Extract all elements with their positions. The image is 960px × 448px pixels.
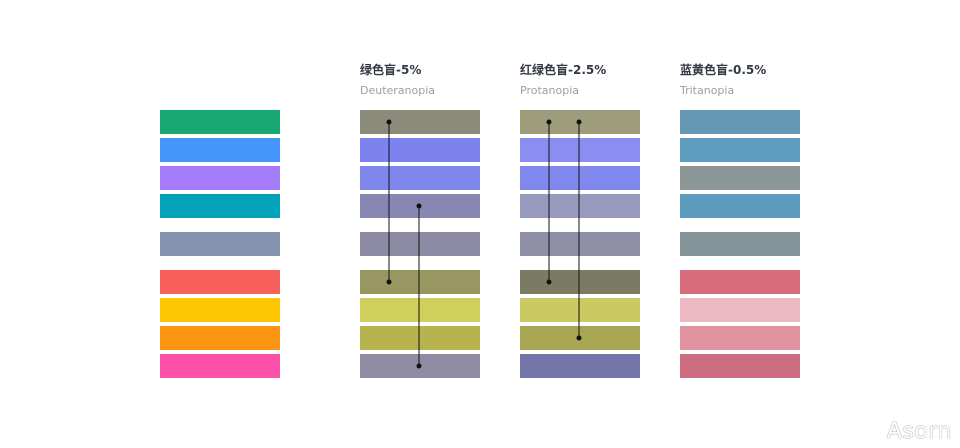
swatch-deuteranopia-7	[360, 298, 480, 322]
swatch-deuteranopia-2	[360, 138, 480, 162]
swatch-deuteranopia-5	[360, 232, 480, 256]
swatch-protanopia-3	[520, 166, 640, 190]
swatch-tritanopia-1	[680, 110, 800, 134]
swatch-deuteranopia-3	[360, 166, 480, 190]
title-tritanopia: 蓝黄色盲-0.5%	[680, 63, 767, 77]
swatch-protanopia-1	[520, 110, 640, 134]
swatch-original-5	[160, 232, 280, 256]
header-tritanopia: 蓝黄色盲-0.5% Tritanopia	[680, 62, 766, 98]
header-protanopia: 红绿色盲-2.5% Protanopia	[520, 62, 606, 98]
swatch-protanopia-5	[520, 232, 640, 256]
title-deuteranopia: 绿色盲-5%	[360, 63, 422, 77]
swatch-deuteranopia-4	[360, 194, 480, 218]
watermark: Asorn	[886, 419, 952, 444]
swatch-tritanopia-9	[680, 354, 800, 378]
swatch-protanopia-2	[520, 138, 640, 162]
swatch-original-7	[160, 298, 280, 322]
swatch-protanopia-4	[520, 194, 640, 218]
swatch-tritanopia-5	[680, 232, 800, 256]
swatch-tritanopia-2	[680, 138, 800, 162]
header-deuteranopia: 绿色盲-5% Deuteranopia	[360, 62, 435, 98]
swatch-protanopia-8	[520, 326, 640, 350]
swatch-tritanopia-3	[680, 166, 800, 190]
swatch-original-8	[160, 326, 280, 350]
subtitle-tritanopia: Tritanopia	[680, 84, 735, 97]
swatch-original-3	[160, 166, 280, 190]
swatch-deuteranopia-6	[360, 270, 480, 294]
swatch-tritanopia-6	[680, 270, 800, 294]
swatch-original-1	[160, 110, 280, 134]
subtitle-deuteranopia: Deuteranopia	[360, 84, 436, 97]
swatch-original-2	[160, 138, 280, 162]
subtitle-protanopia: Protanopia	[520, 84, 579, 97]
swatch-protanopia-7	[520, 298, 640, 322]
swatch-original-9	[160, 354, 280, 378]
swatch-original-4	[160, 194, 280, 218]
swatch-protanopia-6	[520, 270, 640, 294]
swatch-deuteranopia-8	[360, 326, 480, 350]
swatch-protanopia-9	[520, 354, 640, 378]
swatch-deuteranopia-9	[360, 354, 480, 378]
title-protanopia: 红绿色盲-2.5%	[520, 63, 607, 77]
swatch-deuteranopia-1	[360, 110, 480, 134]
swatch-tritanopia-4	[680, 194, 800, 218]
swatch-tritanopia-8	[680, 326, 800, 350]
swatch-tritanopia-7	[680, 298, 800, 322]
swatch-original-6	[160, 270, 280, 294]
